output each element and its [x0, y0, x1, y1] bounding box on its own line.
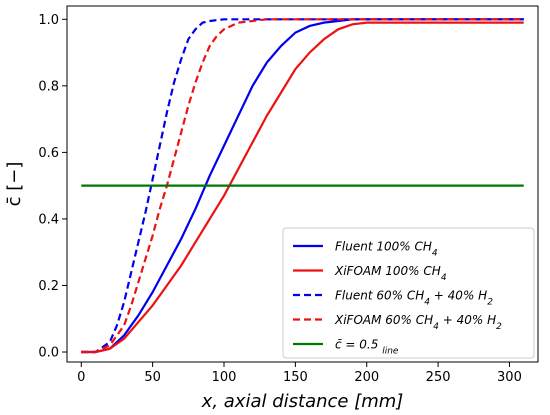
x-axis-label: x, axial distance [mm]	[201, 391, 404, 412]
y-tick-label: 0.2	[38, 279, 59, 294]
legend-label: XiFOAM 60% CH4 + 40% H2	[334, 313, 502, 332]
x-tick-label: 100	[212, 370, 237, 385]
series-line-2	[81, 21, 524, 354]
x-tick-label: 150	[283, 370, 308, 385]
y-tick-label: 0.8	[38, 79, 59, 94]
legend-label: XiFOAM 100% CH4	[334, 264, 447, 283]
y-tick-label: 0.0	[38, 346, 59, 361]
legend-label: Fluent 60% CH4 + 40% H2	[335, 289, 493, 308]
x-tick-label: 200	[354, 370, 379, 385]
x-axis-ticks: 0 50 100 150 200 250 300	[77, 362, 522, 385]
legend-label: Fluent 100% CH4	[335, 240, 438, 259]
legend-box	[282, 227, 535, 359]
y-axis-label: c̄ [−]	[4, 162, 25, 207]
x-tick-label: 300	[497, 370, 522, 385]
legend: Fluent 100% CH4 XiFOAM 100% CH4 Fluent 60%…	[282, 227, 535, 359]
x-tick-label: 250	[426, 370, 451, 385]
y-tick-label: 0.6	[38, 146, 59, 161]
plot-area	[66, 5, 539, 363]
plot-frame	[66, 5, 539, 363]
series-lines	[81, 18, 524, 354]
series-line-3	[81, 18, 524, 354]
y-axis-ticks: 0.0 0.2 0.4 0.6 0.8 1.0	[38, 13, 67, 361]
legend-label: c̄ = 0.5 line	[335, 338, 399, 357]
x-tick-label: 0	[77, 370, 85, 385]
y-tick-label: 1.0	[38, 13, 59, 28]
y-tick-label: 0.4	[38, 212, 59, 227]
series-line-4	[81, 18, 524, 354]
x-tick-label: 50	[144, 370, 161, 385]
